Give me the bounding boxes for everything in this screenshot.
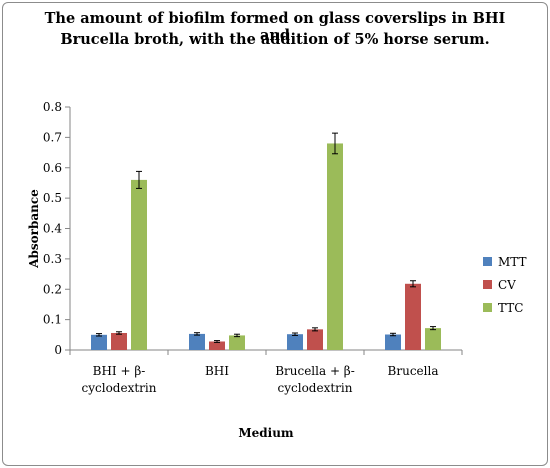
bar-mtt [385, 334, 401, 350]
y-tick-label: 0.7 [43, 130, 62, 144]
x-category-label: BHI + β- [93, 364, 146, 378]
y-tick-label: 0 [54, 343, 62, 357]
y-tick-label: 0.5 [43, 191, 62, 205]
bar-mtt [189, 333, 205, 350]
x-category-label: Brucella [388, 364, 439, 378]
bar-ttc [425, 328, 441, 350]
y-tick-label: 0.3 [43, 252, 62, 266]
bar-ttc [131, 179, 147, 350]
x-category-label: cyclodextrin [82, 381, 157, 395]
legend-label-cv: CV [498, 278, 516, 292]
chart-title-line-1: The amount of biofilm formed on glass co… [44, 10, 506, 44]
bar-cv [405, 283, 421, 350]
x-axis-title: Medium [238, 426, 294, 440]
bar-mtt [287, 334, 303, 350]
y-tick-label: 0.2 [43, 282, 62, 296]
legend-swatch-ttc [483, 303, 492, 312]
labels: 0 0.1 0.2 0.3 0.4 0.5 0.6 0.7 0.8 BHI + β-cyclode… [27, 100, 438, 440]
y-tick-label: 0.1 [43, 313, 62, 327]
y-tick-label: 0.8 [43, 100, 62, 114]
y-tick-label: 0.6 [43, 161, 62, 175]
legend-label-mtt: MTT [498, 255, 527, 269]
axes [65, 106, 463, 355]
bar-mtt [91, 334, 107, 350]
x-category-label: BHI [205, 364, 229, 378]
y-axis-title: Absorbance [27, 189, 41, 269]
bar-cv [209, 341, 225, 350]
x-category-label: cyclodextrin [278, 381, 353, 395]
legend-swatch-cv [483, 280, 492, 289]
y-tick-label: 0.4 [43, 222, 62, 236]
legend-swatch-mtt [483, 257, 492, 266]
legend: MTT CV TTC [483, 255, 527, 315]
legend-label-ttc: TTC [498, 301, 523, 315]
x-category-label: Brucella + β- [275, 364, 355, 378]
bar-cv [111, 332, 127, 350]
chart-title-line-2: Brucella broth, with the addition of 5% … [60, 31, 490, 48]
bar-ttc [229, 335, 245, 350]
bars [91, 132, 441, 350]
bar-cv [307, 329, 323, 350]
bar-ttc [327, 143, 343, 350]
